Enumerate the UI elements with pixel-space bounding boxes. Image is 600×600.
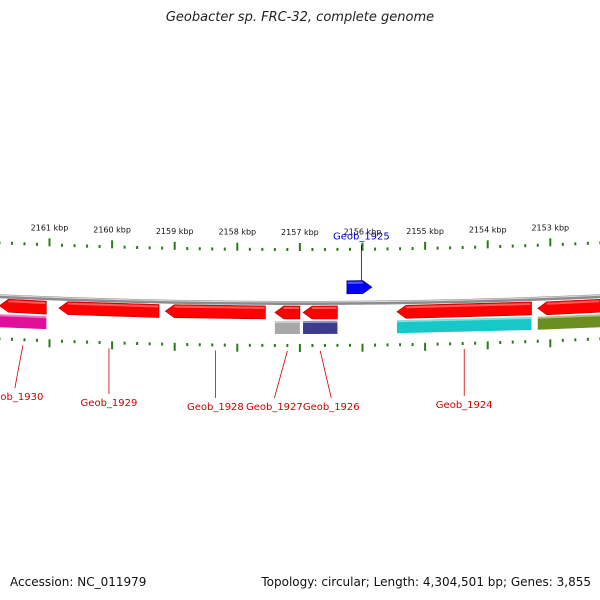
tick-marks-outer	[0, 238, 600, 251]
feature-band-highlight	[396, 316, 532, 323]
gene-arrow-forward	[346, 280, 373, 295]
genome-backbone	[0, 294, 600, 305]
gene-arrow-shine	[174, 305, 265, 309]
gene-leader-line	[14, 345, 24, 389]
gene-label: Geob_1925	[333, 232, 390, 243]
gene-arrow-reverse	[396, 301, 532, 319]
feature-band	[537, 314, 600, 330]
tick-label: 2156 kbp	[344, 228, 382, 237]
tick-labels: 2161 kbp 2160 kbp 2159 kbp 2158 kbp 2157 kbp…	[31, 223, 570, 237]
gene-leader-line	[273, 350, 288, 399]
tick-label: 2160 kbp	[93, 225, 131, 234]
tick-label: 2161 kbp	[31, 223, 69, 232]
gene-label: Geob_1928	[187, 402, 244, 413]
genome-backbone-highlight	[0, 294, 600, 303]
tick-label: 2158 kbp	[218, 228, 256, 237]
tick-label: 2155 kbp	[406, 227, 444, 236]
gene-label: Geob_1930	[0, 392, 43, 403]
gene-arrow-shine	[8, 300, 46, 305]
gene-label: Geob_1927	[246, 402, 303, 413]
feature-bands	[0, 314, 600, 334]
genome-summary-text: Topology: circular; Length: 4,304,501 bp…	[261, 575, 591, 589]
gene-arrow-reverse	[302, 305, 338, 320]
feature-band	[274, 320, 300, 334]
tick-label: 2153 kbp	[531, 223, 569, 232]
gene-label: Geob_1926	[303, 402, 360, 413]
feature-band-highlight	[0, 314, 47, 319]
accession-text: Accession: NC_011979	[10, 575, 147, 589]
genome-title: Geobacter sp. FRC-32, complete genome	[165, 10, 435, 25]
gene-label: Geob_1924	[436, 400, 493, 411]
gene-arrow-shine	[546, 300, 600, 305]
gene-arrow-reverse	[274, 305, 301, 320]
tick-label: 2159 kbp	[156, 227, 194, 236]
gene-arrows	[0, 280, 600, 320]
gene-leader-line	[319, 350, 332, 399]
gene-arrow-reverse	[58, 301, 160, 318]
feature-band	[0, 314, 47, 330]
gene-label: Geob_1929	[81, 398, 138, 409]
gene-arrow-reverse	[164, 304, 266, 320]
gene-arrow-reverse	[0, 298, 47, 315]
tick-marks-inner	[0, 337, 600, 352]
gene-arrow-reverse	[537, 298, 600, 316]
gene-arrow-shine	[67, 302, 159, 308]
gene-labels: Geob_1925Geob_1930Geob_1929Geob_1928Geob…	[0, 232, 493, 413]
gene-arrow-shine	[405, 302, 531, 309]
tick-label: 2157 kbp	[281, 228, 319, 237]
feature-band	[303, 320, 338, 334]
tick-label: 2154 kbp	[469, 225, 507, 234]
feature-band-highlight	[537, 314, 600, 319]
feature-band	[396, 316, 532, 334]
